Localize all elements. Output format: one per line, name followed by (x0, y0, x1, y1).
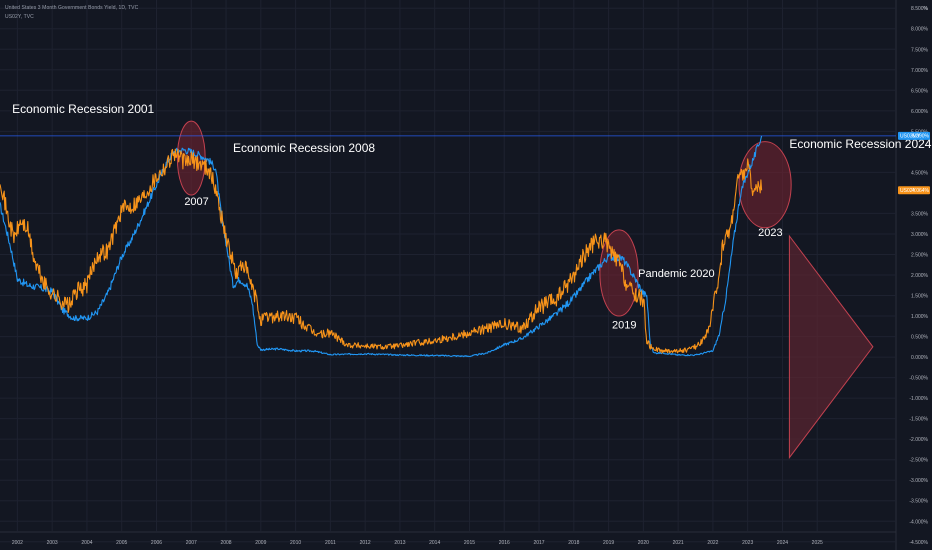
annotation-label: Economic Recession 2008 (233, 141, 375, 155)
y-tick-label: 8.500% (911, 6, 929, 12)
y-tick-label: -3.500% (909, 499, 928, 505)
x-tick-label: 2018 (568, 540, 579, 546)
y-tick-label: -1.000% (909, 396, 928, 402)
y-tick-label: 6.500% (911, 88, 929, 94)
x-tick-label: 2023 (742, 540, 753, 546)
y-axis-unit-label: % (924, 6, 929, 12)
x-tick-label: 2002 (12, 540, 23, 546)
x-tick-label: 2005 (116, 540, 127, 546)
x-tick-label: 2008 (220, 540, 231, 546)
y-tick-label: -3.000% (909, 478, 928, 484)
forecast-triangle (788, 234, 874, 460)
annotation-label: 2019 (612, 319, 636, 331)
x-tick-label: 2006 (151, 540, 162, 546)
y-tick-label: 3.500% (911, 211, 929, 217)
y-tick-label: 7.500% (911, 47, 929, 53)
y-tick-label: 1.500% (911, 294, 929, 300)
y-tick-label: 1.000% (911, 314, 929, 320)
annotation-label: Economic Recession 2001 (12, 102, 154, 116)
annotation-label: 2023 (758, 227, 782, 239)
x-tick-label: 2022 (707, 540, 718, 546)
chart-subtitle: US02Y, TVC (5, 14, 34, 20)
x-tick-label: 2009 (255, 540, 266, 546)
x-tick-label: 2007 (186, 540, 197, 546)
x-tick-label: 2025 (812, 540, 823, 546)
x-tick-label: 2011 (325, 540, 336, 546)
x-tick-label: 2010 (290, 540, 301, 546)
annotation-label: Economic Recession 2024 (789, 137, 931, 151)
x-tick-label: 2015 (464, 540, 475, 546)
x-tick-label: 2016 (499, 540, 510, 546)
last-value-series-name: US02Y (900, 188, 917, 194)
y-tick-label: 6.000% (911, 109, 929, 115)
last-value-badge-US02Y (898, 186, 930, 195)
y-tick-label: 8.000% (911, 27, 929, 33)
x-tick-label: 2017 (533, 540, 544, 546)
y-tick-label: 0.500% (911, 335, 929, 341)
x-tick-label: 2014 (429, 540, 440, 546)
series-line-US03MY (0, 135, 763, 358)
last-value-badge-US03MY (898, 131, 930, 140)
annotation-label: Pandemic 2020 (638, 268, 714, 280)
y-tick-label: -2.500% (909, 458, 928, 464)
x-tick-label: 2003 (47, 540, 58, 546)
plot-background (0, 0, 896, 532)
last-value-series-name: US03MY (900, 134, 921, 140)
y-tick-label: 3.000% (911, 232, 929, 238)
y-tick-label: 2.500% (911, 252, 929, 258)
chart-title: United States 3 Month Government Bonds Y… (5, 5, 139, 11)
highlight-circle-2019 (599, 229, 639, 317)
x-tick-label: 2013 (394, 540, 405, 546)
x-tick-label: 2024 (777, 540, 788, 546)
y-tick-label: -1.500% (909, 417, 928, 423)
last-value-label: 5.390% (912, 134, 930, 140)
series-line-US02Y (0, 148, 763, 354)
x-tick-label: 2020 (638, 540, 649, 546)
y-tick-label: 7.000% (911, 68, 929, 74)
y-tick-label: 0.000% (911, 355, 929, 361)
y-tick-label: -4.000% (909, 519, 928, 525)
x-tick-label: 2004 (81, 540, 92, 546)
y-tick-label: -2.000% (909, 437, 928, 443)
x-tick-label: 2021 (673, 540, 684, 546)
y-tick-label: -4.500% (909, 540, 928, 546)
x-tick-label: 2019 (603, 540, 614, 546)
x-tick-label: 2012 (360, 540, 371, 546)
highlight-circle-2023 (738, 141, 792, 229)
y-tick-label: 4.500% (911, 170, 929, 176)
last-value-label: 4.064% (912, 188, 930, 194)
y-tick-label: -0.500% (909, 376, 928, 382)
y-tick-label: 2.000% (911, 273, 929, 279)
annotation-label: 2007 (184, 196, 208, 208)
